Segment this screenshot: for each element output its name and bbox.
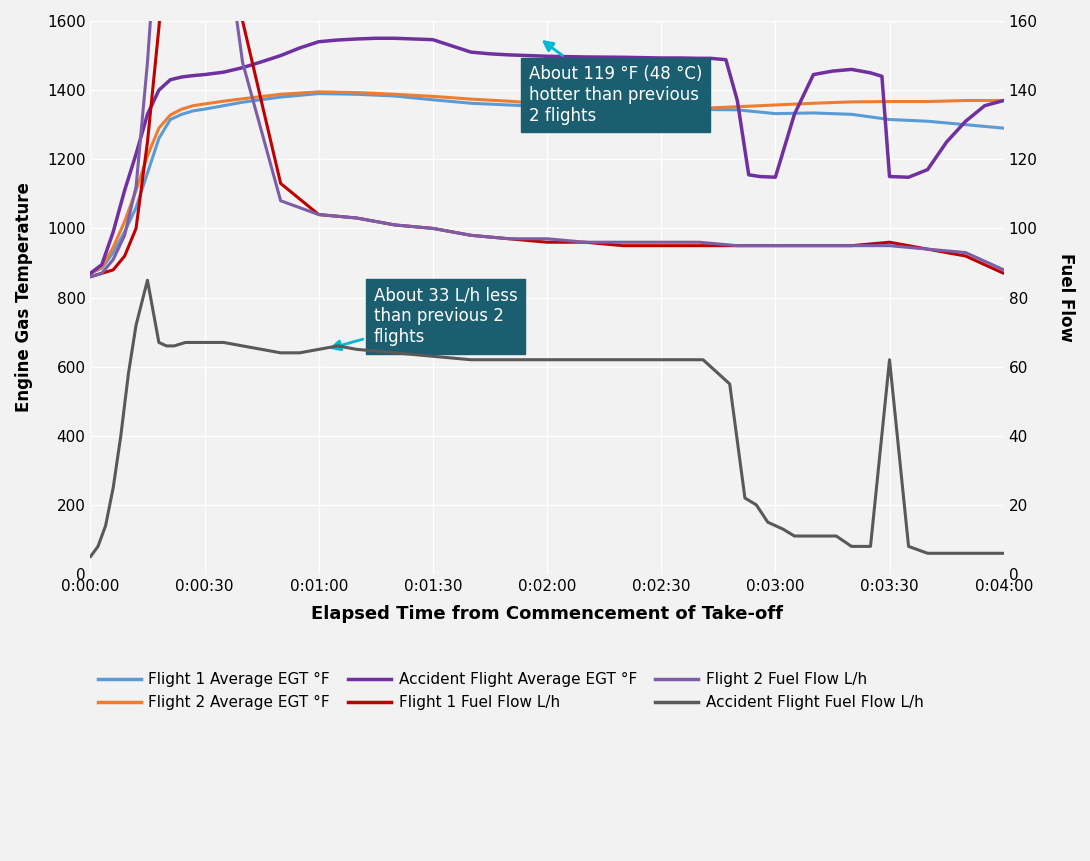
Y-axis label: Fuel Flow: Fuel Flow <box>1057 253 1075 342</box>
Text: About 33 L/h less
than previous 2
flights: About 33 L/h less than previous 2 flight… <box>332 287 518 350</box>
X-axis label: Elapsed Time from Commencement of Take-off: Elapsed Time from Commencement of Take-o… <box>311 605 783 623</box>
Legend: Flight 1 Average EGT °F, Flight 2 Average EGT °F, Accident Flight Average EGT °F: Flight 1 Average EGT °F, Flight 2 Averag… <box>90 665 931 717</box>
Text: About 119 °F (48 °C)
hotter than previous
2 flights: About 119 °F (48 °C) hotter than previou… <box>529 42 702 125</box>
Y-axis label: Engine Gas Temperature: Engine Gas Temperature <box>15 183 33 412</box>
